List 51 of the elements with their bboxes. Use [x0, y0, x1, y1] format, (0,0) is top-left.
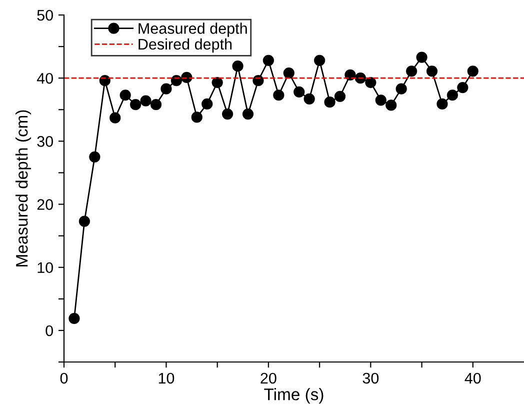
point — [232, 60, 244, 72]
point — [140, 95, 152, 106]
point — [160, 83, 172, 94]
point — [375, 94, 386, 106]
point — [120, 90, 131, 101]
point — [324, 96, 336, 108]
legend-label: Desired depth — [138, 38, 232, 53]
point — [304, 93, 315, 104]
point — [334, 90, 346, 102]
x-tick-label: 30 — [362, 372, 379, 384]
point — [365, 76, 376, 88]
x-tick-label: 0 — [60, 372, 68, 384]
point — [222, 108, 234, 120]
point — [406, 66, 418, 77]
point — [386, 100, 397, 111]
point — [191, 112, 202, 123]
point — [294, 86, 305, 98]
point — [457, 82, 468, 94]
point — [396, 83, 407, 94]
y-tick-label: 0 — [46, 325, 53, 336]
x-tick-label: 40 — [464, 372, 481, 384]
x-axis-title: Time (s) — [264, 388, 324, 404]
point — [150, 99, 162, 110]
point — [89, 151, 100, 163]
point — [212, 76, 223, 88]
point — [170, 75, 182, 86]
point — [273, 90, 284, 101]
point — [262, 54, 274, 66]
point — [130, 99, 142, 110]
point — [110, 112, 121, 124]
x-tick-label: 10 — [158, 372, 174, 384]
y-tick-label: 40 — [36, 72, 53, 84]
point — [242, 108, 254, 120]
x-tick-label: 20 — [260, 372, 276, 384]
point — [446, 90, 458, 101]
y-tick-label: 30 — [37, 136, 53, 147]
point — [416, 52, 428, 63]
y-tick-label: 10 — [38, 262, 53, 274]
point — [202, 98, 213, 110]
y-tick-label: 20 — [37, 199, 53, 210]
point — [436, 98, 448, 110]
legend-label: Measured depth — [138, 22, 247, 37]
y-axis-title: Measured depth (cm) — [16, 110, 32, 266]
point — [344, 69, 356, 80]
point — [68, 312, 80, 324]
point — [283, 67, 294, 79]
point — [314, 54, 326, 66]
point — [467, 66, 478, 77]
point — [426, 66, 438, 77]
point — [78, 216, 90, 227]
y-tick-label: 50 — [37, 10, 53, 21]
